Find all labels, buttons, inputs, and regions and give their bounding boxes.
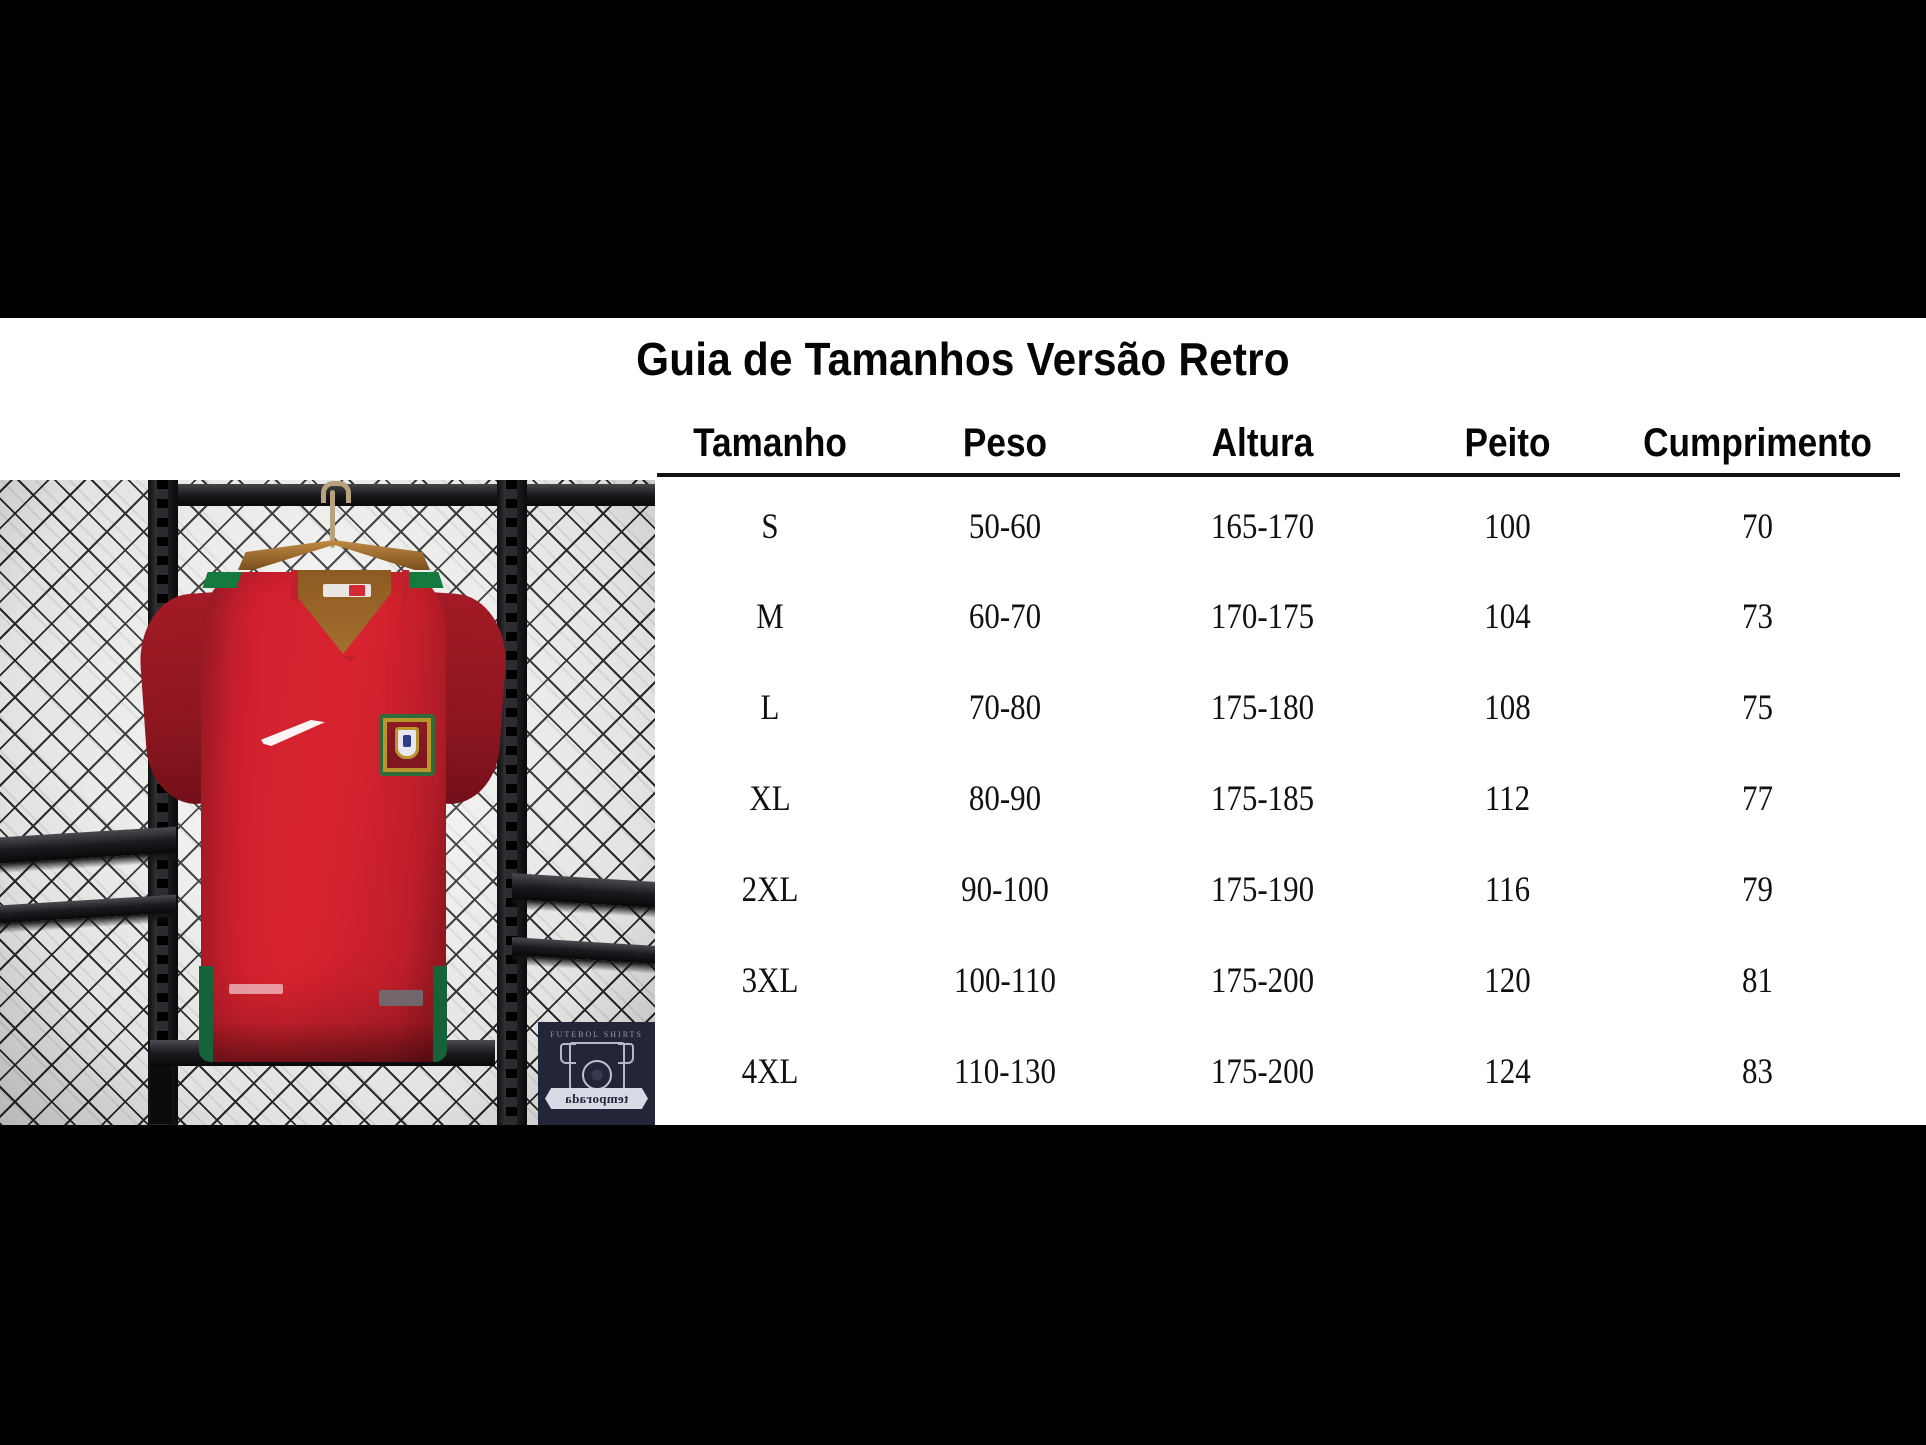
dri-fit-print <box>229 984 283 994</box>
cell-tamanho: 4XL <box>741 1051 799 1091</box>
watermark-badge: FUTEBOL SHIRTS temporada <box>538 1022 655 1125</box>
cell-cumprimento: 83 <box>1742 1051 1773 1091</box>
jersey-side-panel-left <box>199 966 213 1062</box>
column-header-peso: Peso <box>962 421 1048 465</box>
table-row: S 50-60 165-170 100 70 <box>655 505 1900 553</box>
shelf-upright-right <box>497 480 527 1125</box>
product-photo: FUTEBOL SHIRTS temporada <box>0 480 655 1125</box>
cell-peito: 112 <box>1484 778 1531 818</box>
page-title: Guia de Tamanhos Versão Retro <box>636 333 1290 385</box>
cell-peso: 100-110 <box>953 960 1057 1000</box>
cell-altura: 175-200 <box>1210 1051 1315 1091</box>
cell-peito: 108 <box>1484 687 1531 727</box>
size-table-header-row: Tamanho Peso Altura Peito Cumprimento <box>655 421 1900 469</box>
shelf-upright-left <box>148 480 178 1125</box>
cell-peso: 80-90 <box>968 778 1042 818</box>
cell-tamanho: L <box>760 687 780 727</box>
cell-altura: 175-180 <box>1210 687 1315 727</box>
column-header-altura: Altura <box>1211 421 1314 465</box>
cell-tamanho: XL <box>749 778 791 818</box>
jersey-body <box>201 572 446 1062</box>
table-row: 3XL 100-110 175-200 120 81 <box>655 959 1900 1007</box>
table-row: M 60-70 170-175 104 73 <box>655 595 1900 643</box>
cell-peito: 116 <box>1484 869 1531 909</box>
jersey-side-panel-right <box>433 966 447 1062</box>
portugal-crest-icon <box>379 714 435 776</box>
cell-cumprimento: 81 <box>1742 960 1773 1000</box>
cell-peso: 90-100 <box>961 869 1049 909</box>
table-row: 4XL 110-130 175-200 124 83 <box>655 1050 1900 1098</box>
jersey-illustration <box>135 570 511 1062</box>
cell-altura: 165-170 <box>1210 506 1315 546</box>
cell-peso: 110-130 <box>953 1051 1057 1091</box>
watermark-ball-icon <box>581 1060 612 1090</box>
header-divider <box>657 473 1900 477</box>
cell-cumprimento: 79 <box>1742 869 1773 909</box>
cell-altura: 175-190 <box>1210 869 1315 909</box>
shelf-crossbar <box>148 484 655 506</box>
watermark-ribbon-text: temporada <box>564 1090 629 1106</box>
cell-peito: 120 <box>1484 960 1531 1000</box>
table-row: XL 80-90 175-185 112 77 <box>655 777 1900 825</box>
table-row: 2XL 90-100 175-190 116 79 <box>655 868 1900 916</box>
size-guide-panel: Guia de Tamanhos Versão Retro <box>0 318 1926 1125</box>
cell-tamanho: S <box>761 506 779 546</box>
size-table: Tamanho Peso Altura Peito Cumprimento S … <box>655 318 1926 1125</box>
cell-cumprimento: 73 <box>1742 596 1773 636</box>
cell-altura: 170-175 <box>1210 596 1315 636</box>
cell-cumprimento: 75 <box>1742 687 1773 727</box>
cell-cumprimento: 77 <box>1742 778 1773 818</box>
watermark-ribbon: temporada <box>545 1088 648 1109</box>
cell-tamanho: M <box>756 596 784 636</box>
cell-tamanho: 2XL <box>741 869 799 909</box>
table-row: L 70-80 175-180 108 75 <box>655 686 1900 734</box>
cell-tamanho: 3XL <box>741 960 799 1000</box>
cell-peso: 70-80 <box>968 687 1042 727</box>
cell-peso: 60-70 <box>968 596 1042 636</box>
cell-peito: 124 <box>1484 1051 1531 1091</box>
column-header-cumprimento: Cumprimento <box>1643 421 1872 465</box>
column-header-peito: Peito <box>1464 421 1551 465</box>
hanger-hook <box>321 481 351 548</box>
jersey-hem-tag <box>379 990 423 1006</box>
cell-altura: 175-185 <box>1210 778 1315 818</box>
watermark-arc-text: FUTEBOL SHIRTS <box>550 1030 643 1039</box>
jersey-shoulder-trim-left <box>202 572 242 588</box>
jersey-neck-label-accent <box>349 585 365 596</box>
cell-peito: 104 <box>1484 596 1531 636</box>
cell-peso: 50-60 <box>968 506 1042 546</box>
cell-peito: 100 <box>1484 506 1531 546</box>
column-header-tamanho: Tamanho <box>693 421 847 465</box>
cell-cumprimento: 70 <box>1742 506 1773 546</box>
jersey-shoulder-trim-right <box>404 572 444 588</box>
cell-altura: 175-200 <box>1210 960 1315 1000</box>
